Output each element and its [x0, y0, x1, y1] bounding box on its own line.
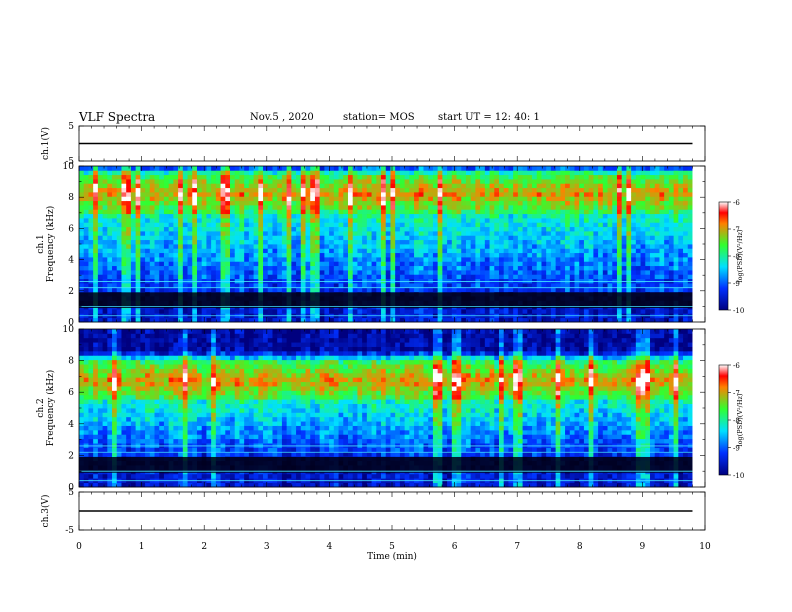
y-tick-label: 0: [68, 483, 74, 493]
start-time-label: start UT = 12: 40: 1: [438, 112, 540, 123]
x-tick-label: 7: [514, 542, 520, 552]
x-tick-label: 6: [452, 542, 458, 552]
y-tick-label: 6: [68, 224, 74, 234]
x-tick-label: 3: [264, 542, 270, 552]
colorbar-tick-label: -6: [733, 199, 740, 207]
figure-title: VLF Spectra: [79, 110, 156, 124]
y-tick-label: -5: [65, 526, 74, 536]
colorbar-label: log(PSD)(V²/Hz): [736, 229, 744, 282]
colorbar-tick-label: -7: [733, 226, 740, 234]
x-axis-label: Time (min): [367, 551, 417, 562]
ch2-spectrogram-colorbar: -6 -7 -8 -9 -10 log(PSD)(V²/Hz): [718, 362, 744, 480]
x-tick-label: 5: [389, 542, 395, 552]
y-tick-label: 2: [68, 451, 74, 461]
x-tick-label: 4: [327, 542, 333, 552]
ch2-spectrogram-image: [79, 329, 705, 488]
y-tick-label: 10: [63, 162, 75, 172]
y-tick-label: 10: [63, 325, 75, 335]
ch1-spectrogram-colorbar: -6 -7 -8 -9 -10 log(PSD)(V²/Hz): [718, 199, 744, 315]
y-tick-label: 5: [68, 488, 74, 498]
y-axis-label: ch.3(V): [40, 495, 51, 528]
colorbar-tick-label: -8: [733, 253, 740, 261]
ch1-spectrogram-panel: -6 -7 -8 -9 -10 log(PSD)(V²/Hz) 0 2 4 6 8 10 ch.1 Fre…: [36, 162, 744, 328]
y-tick-label: 4: [68, 420, 74, 430]
station-label: station= MOS: [343, 112, 415, 123]
y-axis-label: ch.1(V): [40, 127, 51, 160]
ch3-waveform-panel: 5 -5 ch.3(V): [40, 488, 706, 536]
y-tick-label: 4: [68, 256, 74, 266]
y-axis-label: Frequency (kHz): [45, 206, 56, 283]
colorbar-tick-label: -9: [733, 445, 740, 453]
y-tick-label: -5: [65, 157, 74, 167]
ch1-waveform-panel: 5 -5 ch.1(V): [40, 122, 706, 167]
date-label: Nov.5 , 2020: [250, 112, 314, 123]
x-tick-label: 10: [699, 542, 711, 552]
colorbar-tick-label: -7: [733, 390, 740, 398]
y-axis-label: Frequency (kHz): [45, 370, 56, 447]
colorbar-tick-label: -9: [733, 280, 740, 288]
colorbar-tick-label: -8: [733, 417, 740, 425]
colorbar-label: log(PSD)(V²/Hz): [736, 393, 744, 446]
y-tick-label: 6: [68, 388, 74, 398]
ch1-spectrogram-image: [79, 166, 705, 323]
y-tick-label: 2: [68, 287, 74, 297]
y-axis-label: ch.1: [36, 234, 46, 253]
x-tick-label: 8: [577, 542, 583, 552]
y-axis-label: ch.2: [36, 398, 46, 417]
y-tick-label: 0: [68, 318, 74, 328]
x-tick-label: 9: [640, 542, 646, 552]
y-tick-label: 8: [68, 357, 74, 367]
y-tick-label: 8: [68, 193, 74, 203]
colorbar-tick-label: -10: [733, 307, 744, 315]
x-tick-label: 2: [201, 542, 207, 552]
colorbar-tick-label: -6: [733, 362, 740, 370]
x-tick-label: 0: [76, 542, 82, 552]
colorbar-tick-label: -10: [733, 472, 744, 480]
ch2-spectrogram-panel: -6 -7 -8 -9 -10 log(PSD)(V²/Hz) 0 2 4 6 8 10 ch.2 Fre…: [36, 325, 744, 493]
y-tick-label: 5: [68, 122, 74, 132]
x-tick-label: 1: [139, 542, 145, 552]
